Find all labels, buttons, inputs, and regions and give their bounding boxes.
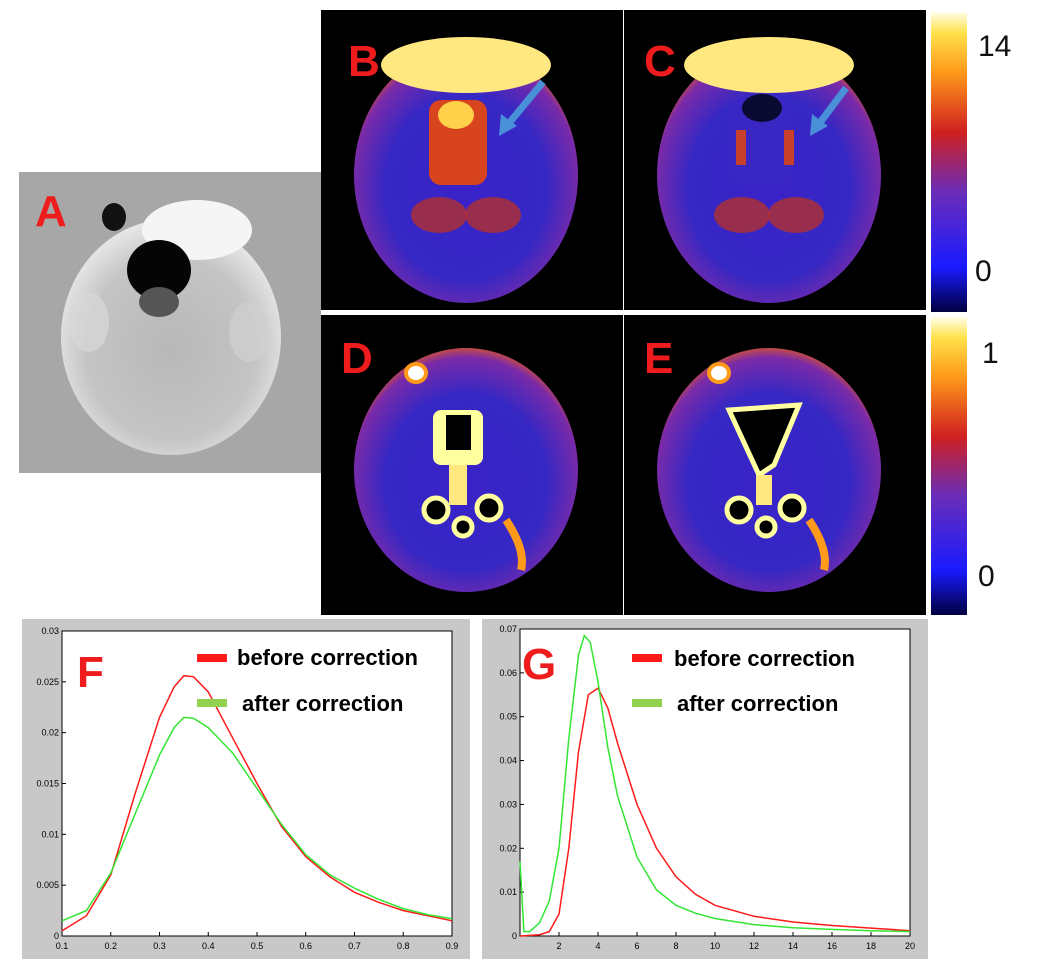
chart-g-x-tick-label: 2 <box>556 941 561 951</box>
colorbar-bottom-min-label: 0 <box>978 560 995 593</box>
panel-d-image: D <box>321 315 623 615</box>
panel-label-a: A <box>35 187 67 236</box>
chart-g-x-tick-label: 8 <box>673 941 678 951</box>
colorbar-bottom-max-label: 1 <box>982 337 999 370</box>
chart-f-frame: 0.1 0.2 0.3 0.4 0.5 0.6 0.7 0.8 0.9 0 0.005 0.01 0.0… <box>22 619 470 959</box>
chart-f-x-tick-label: 0.6 <box>299 941 312 951</box>
chart-f-x-tick-label: 0.2 <box>104 941 117 951</box>
chart-g-legend-before: before correction <box>674 646 855 671</box>
chart-f-y-tick-label: 0 <box>54 931 59 941</box>
colorbar-top-max-label: 14 <box>978 30 1012 63</box>
susceptibility-map-b <box>354 37 578 303</box>
chart-g-y-tick-label: 0.04 <box>499 756 517 766</box>
chart-f-x-tick-label: 0.3 <box>153 941 166 951</box>
chart-g-x-tick-label: 20 <box>905 941 915 951</box>
chart-f-x-tick-label: 0.9 <box>446 941 459 951</box>
chart-g-series-before <box>519 687 911 937</box>
chart-f-y-tick-label: 0.03 <box>41 626 59 636</box>
chart-g-series-after <box>519 634 911 933</box>
chart-g-x-tick-label: 6 <box>634 941 639 951</box>
chart-f: 0.1 0.2 0.3 0.4 0.5 0.6 0.7 0.8 0.9 0 0.005 0.01 0.0… <box>36 626 459 951</box>
panel-label-b: B <box>348 37 380 86</box>
chart-f-legend-before: before correction <box>237 645 418 670</box>
panel-label-f: F <box>77 648 104 697</box>
panel-a-image: A <box>19 172 321 473</box>
susceptibility-map-c <box>657 37 881 303</box>
panel-label-c: C <box>644 37 676 86</box>
chart-g-y-tick-label: 0.07 <box>499 624 517 634</box>
chart-f-legend-after: after correction <box>242 691 403 716</box>
chart-g-x-tick-label: 16 <box>827 941 837 951</box>
chart-f-y-tick-label: 0.015 <box>36 779 59 789</box>
chart-g: 2 4 6 8 10 12 14 16 18 20 0 0.01 0.02 0.03 0.04 0.05 0.0… <box>499 624 915 951</box>
chart-f-x-tick-label: 0.8 <box>397 941 410 951</box>
chart-f-y-tick-label: 0.005 <box>36 880 59 890</box>
chart-f-x-tick-label: 0.4 <box>202 941 215 951</box>
chart-g-legend-after: after correction <box>677 691 838 716</box>
panel-label-d: D <box>341 334 373 383</box>
chart-f-x-tick-label: 0.5 <box>251 941 264 951</box>
colorbar-top <box>931 12 967 312</box>
chart-g-y-tick-label: 0 <box>512 931 517 941</box>
chart-g-y-tick-label: 0.06 <box>499 668 517 678</box>
panel-label-g: G <box>522 640 556 689</box>
chart-f-y-tick-label: 0.01 <box>41 829 59 839</box>
chart-f-y-tick-label: 0.02 <box>41 728 59 738</box>
chart-g-x-tick-label: 4 <box>595 941 600 951</box>
chart-g-x-tick-label: 12 <box>749 941 759 951</box>
chart-f-y-tick-label: 0.025 <box>36 677 59 687</box>
chart-f-series-before <box>61 674 453 932</box>
relaxation-map-e <box>657 348 881 592</box>
chart-g-y-tick-label: 0.02 <box>499 843 517 853</box>
chart-g-x-tick-label: 18 <box>866 941 876 951</box>
panel-label-e: E <box>644 334 674 383</box>
chart-f-legend-swatch-after <box>197 699 227 707</box>
panel-b-image: B <box>321 10 623 310</box>
chart-f-x-tick-label: 0.1 <box>56 941 69 951</box>
chart-f-legend-swatch-before <box>197 654 227 662</box>
chart-g-plot-area <box>519 628 911 937</box>
colorbar-top-min-label: 0 <box>975 255 992 288</box>
phase-map-image <box>61 200 281 455</box>
chart-g-y-tick-label: 0.03 <box>499 799 517 809</box>
arrow-b <box>502 79 546 131</box>
panel-e-image: E <box>624 315 926 615</box>
panel-c-image: C <box>624 10 926 310</box>
chart-g-x-tick-label: 14 <box>788 941 798 951</box>
chart-g-legend-swatch-after <box>632 699 662 707</box>
chart-g-y-tick-label: 0.01 <box>499 887 517 897</box>
chart-g-x-tick-label: 10 <box>710 941 720 951</box>
chart-g-y-tick-label: 0.05 <box>499 712 517 722</box>
relaxation-map-d <box>354 348 578 592</box>
chart-f-series-after <box>61 716 453 922</box>
chart-g-frame: 2 4 6 8 10 12 14 16 18 20 0 0.01 0.02 0.03 0.04 0.05 0.0… <box>482 619 928 959</box>
chart-g-legend-swatch-before <box>632 654 662 662</box>
colorbar-bottom <box>931 317 967 615</box>
chart-f-x-tick-label: 0.7 <box>348 941 361 951</box>
